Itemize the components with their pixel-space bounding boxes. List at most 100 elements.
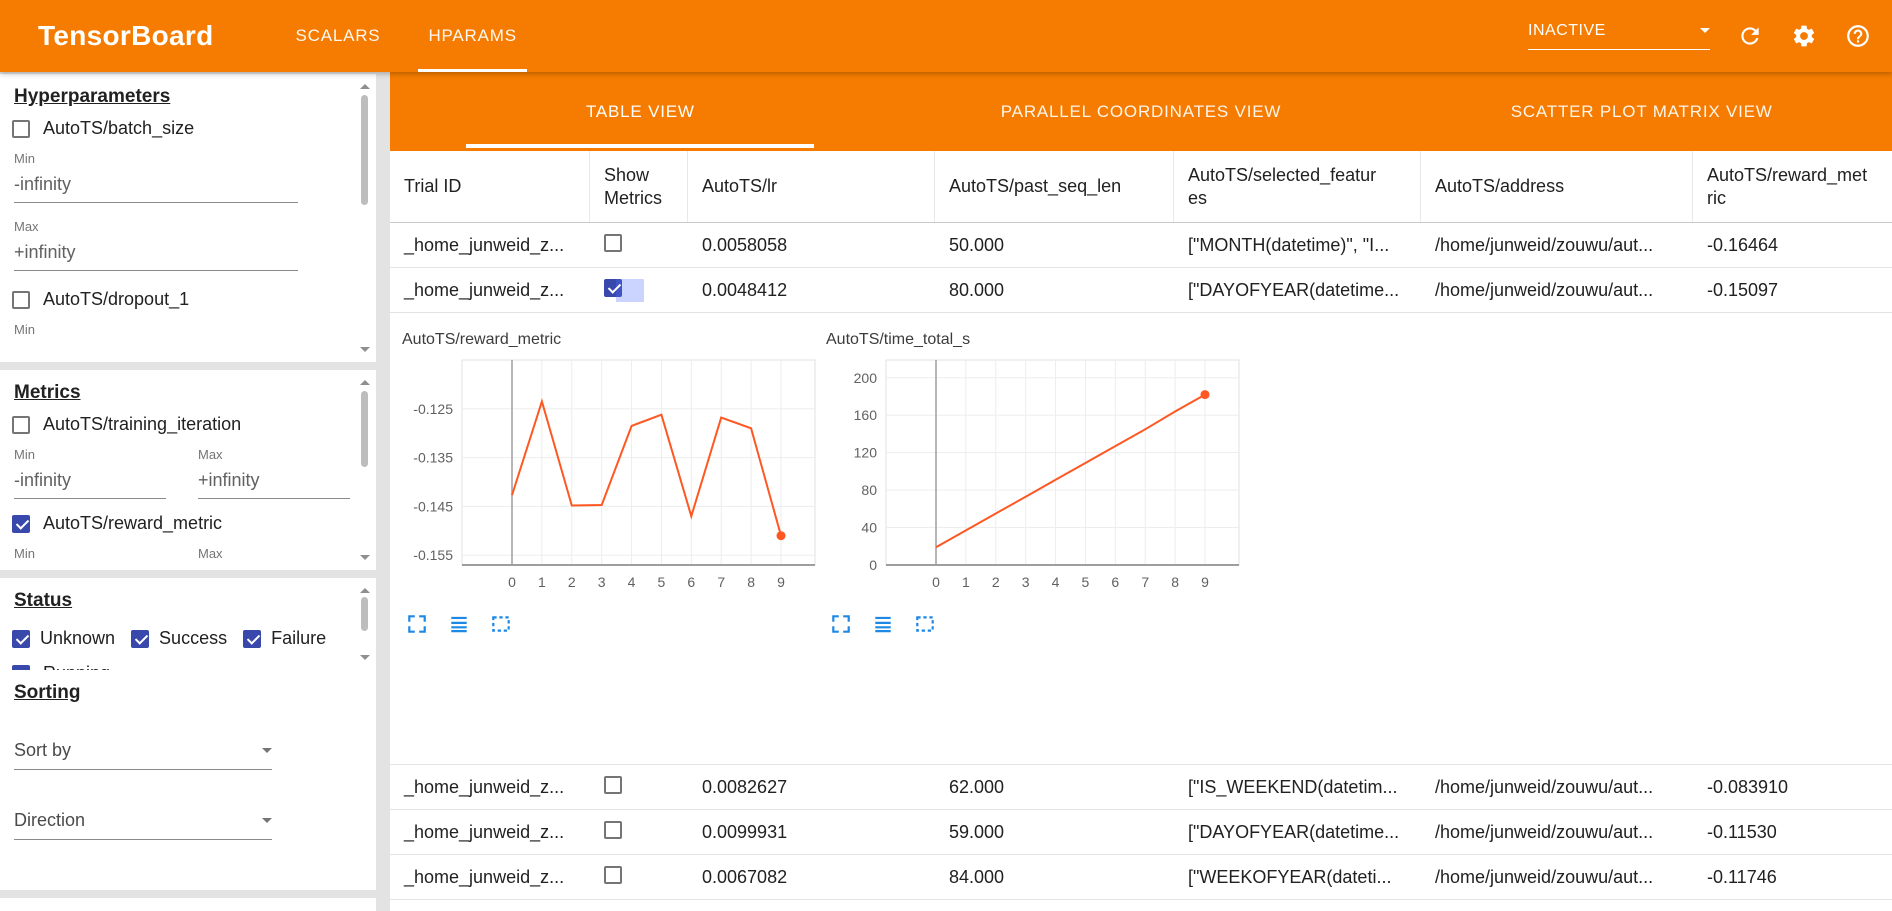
help-icon[interactable]	[1844, 22, 1872, 50]
scrollbar[interactable]	[359, 375, 371, 565]
running-checkbox[interactable]	[12, 664, 30, 670]
scroll-down-arrow[interactable]	[360, 347, 370, 357]
table-row[interactable]: _home_junweid_z... 0.0058058 50.000 ["MO…	[390, 223, 1892, 268]
hparam-row-dropout-1[interactable]: AutoTS/dropout_1	[12, 289, 356, 310]
sorting-panel: Sorting Sort by Direction	[0, 670, 376, 890]
table-row[interactable]: _home_junweid_z... 0.0067082 84.000 ["WE…	[390, 855, 1892, 900]
sort-by-select[interactable]: Sort by	[14, 740, 272, 770]
past-seq-len-cell: 59.000	[949, 821, 1005, 842]
min-label: Min	[14, 546, 35, 561]
show-metrics-cell	[590, 278, 688, 302]
min-label: Min	[14, 151, 35, 166]
past-seq-len-cell: 62.000	[949, 776, 1005, 797]
col-selected-features: AutoTS/selected_features	[1174, 151, 1421, 222]
table-row[interactable]: _home_junweid_z... 0.0082627 62.000 ["IS…	[390, 765, 1892, 810]
lr-cell: 0.0082627	[702, 776, 788, 797]
selected-features-cell: ["IS_WEEKEND(datetim...	[1188, 776, 1398, 797]
svg-text:200: 200	[854, 370, 878, 386]
max-input[interactable]: +infinity	[198, 470, 350, 499]
max-input[interactable]: +infinity	[14, 242, 298, 271]
fit-domain-icon[interactable]	[490, 613, 512, 635]
svg-text:7: 7	[717, 574, 725, 590]
show-metrics-checkbox[interactable]	[604, 278, 644, 302]
reward-metric-cell: -0.11746	[1707, 866, 1777, 887]
metric-row-reward-metric[interactable]: AutoTS/reward_metric	[12, 513, 356, 534]
scroll-up-arrow[interactable]	[360, 583, 370, 593]
refresh-icon[interactable]	[1736, 22, 1764, 50]
table-row[interactable]: _home_junweid_z... 0.0099931 59.000 ["DA…	[390, 810, 1892, 855]
training-iteration-checkbox[interactable]	[12, 415, 30, 434]
chevron-down-icon	[262, 748, 272, 758]
unknown-checkbox[interactable]	[12, 629, 30, 648]
min-input[interactable]: -infinity	[14, 174, 298, 203]
tab-scatter-plot-matrix-view[interactable]: SCATTER PLOT MATRIX VIEW	[1510, 101, 1773, 121]
section-title-status: Status	[14, 590, 73, 611]
status-row-failure[interactable]: Failure	[243, 628, 326, 649]
svg-text:8: 8	[747, 574, 755, 590]
reload-mode-value: INACTIVE	[1528, 22, 1606, 39]
chart-card-time-total-s: AutoTS/time_total_s 0 1 2 3 4 5 6 7 8 9 0 40 80 120 16…	[826, 327, 1250, 635]
svg-text:7: 7	[1141, 574, 1149, 590]
status-row-unknown[interactable]: Unknown	[12, 628, 115, 649]
scroll-up-arrow[interactable]	[360, 375, 370, 385]
status-row-success[interactable]: Success	[131, 628, 227, 649]
chart-toolbar	[406, 613, 826, 635]
status-row-running[interactable]: Running	[12, 663, 356, 670]
svg-text:9: 9	[777, 574, 785, 590]
show-metrics-checkbox[interactable]	[604, 775, 622, 794]
hparam-label: AutoTS/batch_size	[43, 118, 195, 138]
success-checkbox[interactable]	[131, 629, 150, 648]
expand-chart-icon[interactable]	[406, 613, 428, 635]
log-scale-icon[interactable]	[448, 613, 470, 635]
tab-table-view[interactable]: TABLE VIEW	[390, 72, 891, 151]
time-total-s-line-chart: 0 1 2 3 4 5 6 7 8 9 0 40 80 120 160 200	[826, 355, 1250, 601]
table-row[interactable]: _home_junweid_z... 0.0048412 80.000 ["DA…	[390, 268, 1892, 313]
gear-icon[interactable]	[1790, 22, 1818, 50]
scroll-thumb[interactable]	[361, 95, 368, 205]
direction-select[interactable]: Direction	[14, 810, 272, 840]
svg-text:0: 0	[508, 574, 516, 590]
log-scale-icon[interactable]	[872, 613, 894, 635]
show-metrics-cell	[590, 233, 688, 257]
metrics-panel: Metrics AutoTS/training_iteration Min -i…	[0, 370, 376, 570]
tab-scalars[interactable]: SCALARS	[295, 26, 381, 45]
svg-text:-0.145: -0.145	[413, 498, 453, 514]
scroll-thumb[interactable]	[361, 597, 368, 631]
scroll-up-arrow[interactable]	[360, 79, 370, 89]
selected-features-cell: ["DAYOFYEAR(datetime...	[1188, 821, 1400, 842]
reward-metric-checkbox[interactable]	[12, 514, 30, 533]
dropout-1-checkbox[interactable]	[12, 290, 30, 309]
svg-text:120: 120	[854, 445, 878, 461]
scrollbar[interactable]	[359, 79, 371, 357]
reload-mode-select[interactable]: INACTIVE	[1528, 22, 1710, 50]
table-header: Trial ID Show Metrics AutoTS/lr AutoTS/p…	[390, 151, 1892, 223]
min-input[interactable]: -infinity	[14, 470, 166, 499]
col-past-seq-len: AutoTS/past_seq_len	[935, 151, 1174, 222]
svg-text:2: 2	[992, 574, 1000, 590]
scroll-down-arrow[interactable]	[360, 555, 370, 565]
tab-parallel-coordinates-view[interactable]: PARALLEL COORDINATES VIEW	[1000, 101, 1282, 121]
batch-size-checkbox[interactable]	[12, 119, 30, 138]
metric-row-training-iteration[interactable]: AutoTS/training_iteration	[12, 414, 356, 435]
tab-hparams[interactable]: HPARAMS	[404, 0, 540, 72]
hparam-row-batch-size[interactable]: AutoTS/batch_size	[12, 118, 356, 139]
svg-text:-0.155: -0.155	[413, 547, 453, 563]
fit-domain-icon[interactable]	[914, 613, 936, 635]
expand-chart-icon[interactable]	[830, 613, 852, 635]
svg-text:5: 5	[1082, 574, 1090, 590]
hparams-main: TABLE VIEW PARALLEL COORDINATES VIEW SCA…	[390, 72, 1892, 911]
hparams-sidebar: Hyperparameters AutoTS/batch_size Min -i…	[0, 72, 390, 911]
chevron-down-icon	[262, 818, 272, 828]
show-metrics-checkbox[interactable]	[604, 865, 622, 884]
show-metrics-checkbox[interactable]	[604, 820, 622, 839]
svg-text:3: 3	[598, 574, 606, 590]
scroll-thumb[interactable]	[361, 391, 368, 467]
reward-metric-cell: -0.15097	[1707, 279, 1779, 300]
status-panel: Status Unknown Success Failure Running	[0, 578, 376, 670]
failure-checkbox[interactable]	[243, 629, 262, 648]
paging-panel: Paging	[0, 898, 376, 911]
scrollbar[interactable]	[359, 583, 371, 665]
svg-text:6: 6	[1111, 574, 1119, 590]
show-metrics-checkbox[interactable]	[604, 233, 622, 252]
scroll-down-arrow[interactable]	[360, 655, 370, 665]
